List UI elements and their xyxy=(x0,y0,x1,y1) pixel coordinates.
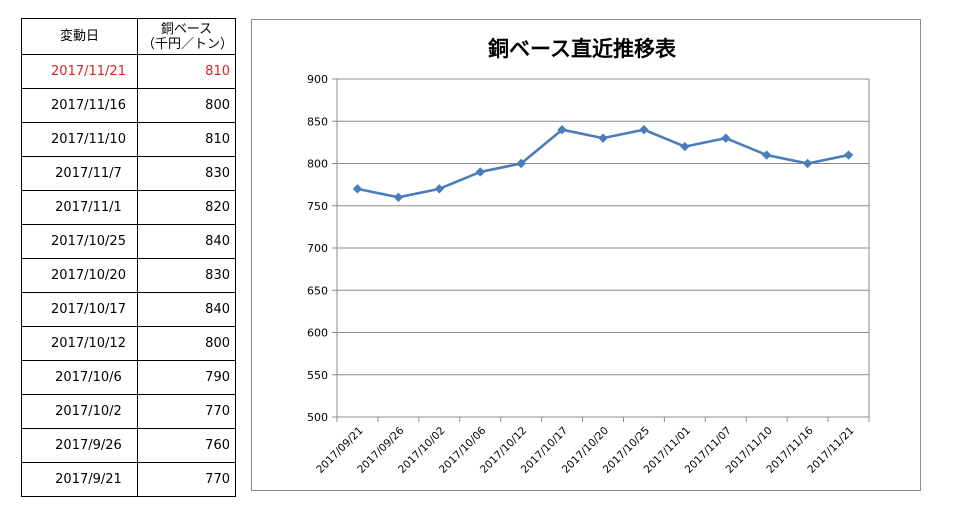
table-row: 2017/10/12 800 xyxy=(21,326,236,361)
table-row: 2017/10/25 840 xyxy=(21,224,236,259)
date-cell: 2017/10/17 xyxy=(21,292,138,327)
data-point-marker xyxy=(721,133,731,143)
data-point-marker xyxy=(802,158,813,169)
table-row: 2017/10/17 840 xyxy=(21,292,236,327)
date-cell: 2017/10/20 xyxy=(21,258,138,293)
y-tick-label: 800 xyxy=(307,158,328,171)
y-tick-label: 600 xyxy=(307,327,328,340)
price-cell: 770 xyxy=(137,394,236,429)
price-cell: 840 xyxy=(137,224,236,259)
table-row: 2017/10/20 830 xyxy=(21,258,236,293)
grid-lines xyxy=(332,78,870,422)
date-cell: 2017/11/1 xyxy=(21,190,138,225)
table-row: 2017/11/21 810 xyxy=(21,54,236,89)
y-tick-label: 900 xyxy=(307,73,328,86)
y-tick-label: 550 xyxy=(307,369,328,382)
price-cell: 830 xyxy=(137,156,236,191)
data-point-marker xyxy=(598,133,608,143)
price-cell: 800 xyxy=(137,326,236,361)
chart-frame: 銅ベース直近推移表 500 550 600 650 700 750 800 850 900 20… xyxy=(251,19,921,491)
price-cell: 810 xyxy=(137,122,236,157)
header-price: 銅ベース （千円／トン） xyxy=(137,18,236,55)
header-price-line2: （千円／トン） xyxy=(142,36,234,52)
date-cell: 2017/11/21 xyxy=(21,54,138,89)
date-cell: 2017/10/2 xyxy=(21,394,138,429)
y-tick-label: 700 xyxy=(307,242,328,255)
data-point-marker xyxy=(434,184,445,194)
y-tick-label: 750 xyxy=(307,200,328,213)
data-point-marker xyxy=(516,158,526,169)
data-point-marker xyxy=(680,141,690,152)
table-row: 2017/9/26 760 xyxy=(21,428,236,463)
date-cell: 2017/9/26 xyxy=(21,428,138,463)
chart-title: 銅ベース直近推移表 xyxy=(488,37,677,61)
series-layer xyxy=(352,124,854,203)
price-cell: 820 xyxy=(137,190,236,225)
table-row: 2017/10/6 790 xyxy=(21,360,236,395)
table-header-row: 変動日 銅ベース （千円／トン） xyxy=(21,18,236,55)
price-cell: 760 xyxy=(137,428,236,463)
y-tick-label: 650 xyxy=(307,284,328,297)
price-table: 変動日 銅ベース （千円／トン） 2017/11/21 810 2017/11/16… xyxy=(21,18,236,497)
data-point-marker xyxy=(475,167,485,177)
price-cell: 800 xyxy=(137,88,236,123)
x-tick-labels: 2017/09/212017/09/262017/10/022017/10/06… xyxy=(314,424,856,476)
table-body: 2017/11/21 810 2017/11/16 800 2017/11/10 810 2… xyxy=(21,54,236,497)
table-row: 2017/11/7 830 xyxy=(21,156,236,191)
y-tick-labels: 500 550 600 650 700 750 800 850 900 xyxy=(307,73,328,424)
data-point-marker xyxy=(352,184,363,194)
date-cell: 2017/10/25 xyxy=(21,224,138,259)
data-point-marker xyxy=(761,150,772,160)
header-date: 変動日 xyxy=(21,18,138,55)
table-row: 2017/11/10 810 xyxy=(21,122,236,157)
y-tick-label: 850 xyxy=(307,115,328,128)
date-cell: 2017/11/10 xyxy=(21,122,138,157)
table-row: 2017/10/2 770 xyxy=(21,394,236,429)
date-cell: 2017/9/21 xyxy=(21,462,138,497)
date-cell: 2017/11/16 xyxy=(21,88,138,123)
line-chart: 銅ベース直近推移表 500 550 600 650 700 750 800 850 900 20… xyxy=(307,37,870,476)
price-cell: 790 xyxy=(137,360,236,395)
date-cell: 2017/11/7 xyxy=(21,156,138,191)
data-point-marker xyxy=(639,124,649,135)
table-row: 2017/11/1 820 xyxy=(21,190,236,225)
data-point-marker xyxy=(557,124,567,135)
price-cell: 770 xyxy=(137,462,236,497)
table-row: 2017/9/21 770 xyxy=(21,462,236,497)
price-cell: 810 xyxy=(137,54,236,89)
data-point-marker xyxy=(843,150,854,160)
table-row: 2017/11/16 800 xyxy=(21,88,236,123)
y-tick-label: 500 xyxy=(307,411,328,424)
data-point-marker xyxy=(393,192,404,203)
price-cell: 830 xyxy=(137,258,236,293)
date-cell: 2017/10/12 xyxy=(21,326,138,361)
header-price-line1: 銅ベース xyxy=(160,21,213,37)
date-cell: 2017/10/6 xyxy=(21,360,138,395)
price-cell: 840 xyxy=(137,292,236,327)
